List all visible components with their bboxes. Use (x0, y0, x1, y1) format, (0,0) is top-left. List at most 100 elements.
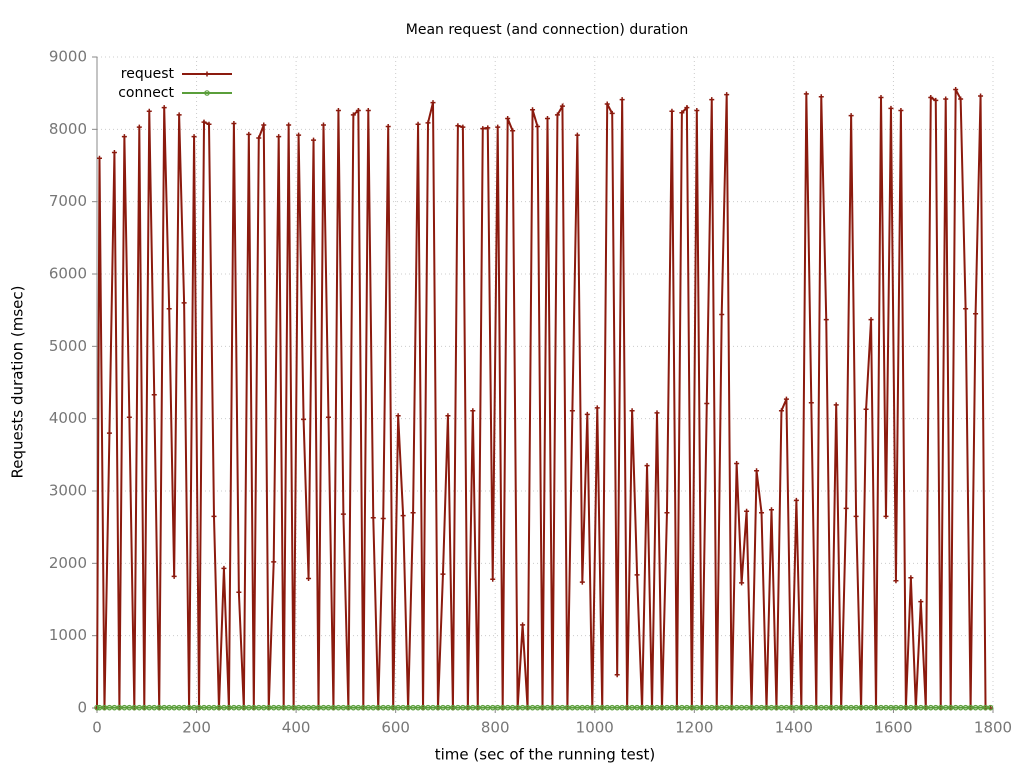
point (301, 416, 307, 422)
point (754, 468, 760, 474)
point (440, 571, 446, 577)
point (978, 93, 984, 99)
point (783, 396, 789, 402)
point (191, 134, 197, 140)
x-tick-label: 200 (182, 719, 211, 737)
point (778, 408, 784, 414)
y-tick-label: 5000 (49, 337, 87, 355)
point (719, 312, 725, 318)
point (768, 507, 774, 513)
y-tick-label: 8000 (49, 120, 87, 138)
point (236, 589, 242, 595)
point (530, 107, 536, 113)
point (654, 410, 660, 416)
point (878, 95, 884, 101)
legend-label: request (121, 66, 175, 82)
point (455, 123, 461, 129)
point (679, 110, 685, 116)
y-tick-label: 7000 (49, 192, 87, 210)
point (126, 414, 132, 420)
point (181, 300, 187, 306)
point (430, 100, 436, 106)
point (385, 123, 391, 129)
point (510, 128, 516, 134)
point (96, 155, 102, 161)
point (211, 513, 217, 519)
point (987, 704, 994, 711)
x-tick-label: 1800 (974, 719, 1012, 737)
point (520, 622, 526, 628)
point (296, 132, 302, 138)
point (614, 672, 620, 678)
point (853, 513, 859, 519)
point (206, 121, 212, 127)
y-tick-label: 1000 (49, 626, 87, 644)
x-tick-label: 1600 (874, 719, 912, 737)
point (395, 413, 401, 419)
point (739, 580, 745, 586)
point (694, 108, 700, 114)
point (201, 119, 207, 125)
x-tick-label: 800 (481, 719, 510, 737)
point (863, 406, 869, 412)
point (136, 124, 142, 130)
x-tick-label: 1000 (576, 719, 614, 737)
y-axis-label: Requests duration (msec) (9, 285, 27, 478)
point (574, 132, 580, 138)
point (325, 414, 331, 420)
point (579, 579, 585, 585)
point (355, 108, 361, 114)
point (485, 125, 491, 131)
point (823, 317, 829, 323)
point (629, 408, 635, 414)
point (554, 112, 560, 118)
point (370, 515, 376, 521)
y-tick-label: 2000 (49, 554, 87, 572)
point (204, 90, 210, 96)
point (261, 122, 267, 128)
point (943, 96, 949, 102)
point (410, 510, 416, 516)
point (569, 408, 575, 414)
point (480, 126, 486, 132)
point (883, 513, 889, 519)
point (311, 137, 317, 143)
point (898, 108, 904, 114)
point (704, 400, 710, 406)
y-tick-label: 0 (77, 699, 87, 717)
y-tick-label: 3000 (49, 482, 87, 500)
point (793, 497, 799, 503)
point (171, 573, 177, 579)
point (246, 131, 252, 137)
x-tick-label: 1400 (775, 719, 813, 737)
point (365, 108, 371, 114)
point (803, 91, 809, 97)
point (106, 430, 112, 436)
point (166, 306, 172, 312)
point (868, 317, 874, 323)
point (609, 110, 615, 116)
point (231, 121, 237, 127)
point (221, 565, 227, 571)
point (818, 94, 824, 100)
point (888, 105, 894, 111)
point (843, 505, 849, 511)
point (559, 103, 565, 109)
point (594, 405, 600, 411)
point (256, 135, 262, 141)
point (204, 71, 210, 77)
x-axis-label: time (sec of the running test) (435, 746, 656, 764)
point (808, 400, 814, 406)
point (286, 122, 292, 128)
y-tick-label: 6000 (49, 265, 87, 283)
point (584, 411, 590, 417)
x-tick-label: 400 (282, 719, 311, 737)
point (664, 510, 670, 516)
point (460, 124, 466, 130)
point (470, 408, 476, 414)
point (335, 108, 341, 114)
point (276, 134, 282, 140)
point (604, 101, 610, 107)
point (495, 124, 501, 130)
